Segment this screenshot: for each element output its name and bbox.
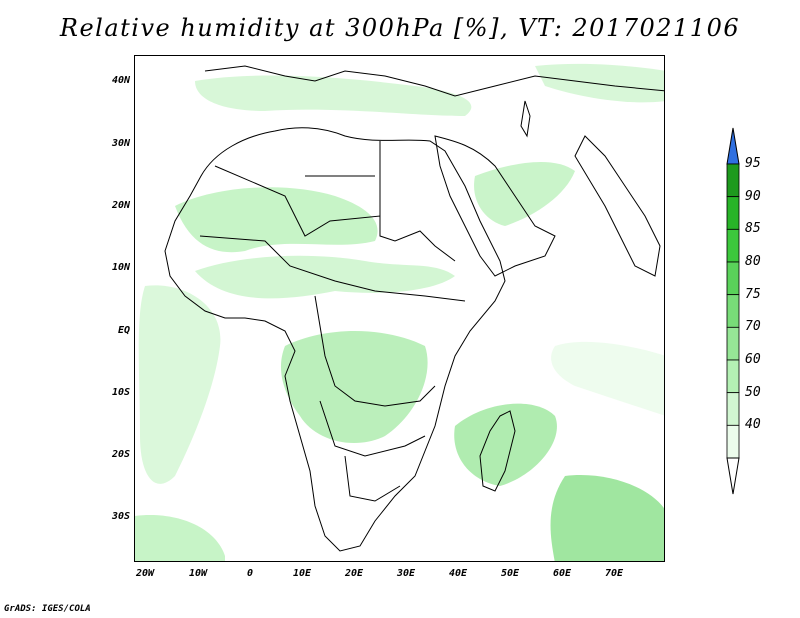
x-tick-label: 10E bbox=[292, 568, 312, 579]
y-tick-label: 30S bbox=[111, 511, 130, 522]
x-tick-label: 70E bbox=[604, 568, 624, 579]
humid-south-ocean bbox=[550, 475, 664, 561]
colorbar bbox=[726, 127, 740, 495]
humid-sahel bbox=[195, 255, 455, 299]
border-5 bbox=[344, 455, 401, 502]
colorbar-segment bbox=[726, 392, 740, 426]
colorbar-segment bbox=[726, 359, 740, 394]
europe bbox=[204, 65, 664, 97]
humid-atlantic bbox=[138, 285, 221, 484]
colorbar-segment bbox=[726, 326, 740, 361]
colorbar-segment bbox=[726, 196, 740, 230]
border-2 bbox=[199, 235, 466, 302]
y-tick-label: 20N bbox=[111, 200, 130, 211]
colorbar-level-label: 80 bbox=[745, 254, 761, 269]
colorbar-segment bbox=[726, 163, 740, 198]
border-1 bbox=[214, 165, 456, 262]
y-tick-label: EQ bbox=[117, 325, 130, 336]
colorbar-segment bbox=[726, 294, 740, 328]
colorbar-level-label: 85 bbox=[745, 221, 761, 237]
x-tick-label: 40E bbox=[448, 568, 468, 579]
humidity-shading bbox=[135, 63, 664, 561]
colorbar-segment bbox=[726, 261, 740, 296]
map-title: Relative humidity at 300hPa [%], VT: 201… bbox=[59, 14, 741, 42]
arabia bbox=[434, 135, 556, 277]
colorbar-level-label: 70 bbox=[745, 319, 761, 335]
colorbar-segment bbox=[726, 424, 740, 459]
africa-coast bbox=[164, 127, 506, 552]
x-tick-label: 20E bbox=[344, 568, 364, 579]
colorbar-level-label: 90 bbox=[745, 188, 761, 204]
y-tick-label: 30N bbox=[111, 138, 130, 149]
humid-indian bbox=[551, 341, 664, 416]
madagascar bbox=[479, 410, 516, 492]
humid-madagascar bbox=[454, 403, 557, 486]
colorbar-level-label: 60 bbox=[745, 352, 761, 367]
x-tick-label: 0 bbox=[246, 568, 254, 579]
colorbar-under-triangle bbox=[726, 457, 740, 495]
border-3 bbox=[314, 295, 436, 407]
map-plot-area bbox=[134, 55, 665, 562]
x-tick-label: 10W bbox=[188, 568, 208, 579]
colorbar-over-triangle bbox=[726, 127, 740, 165]
x-tick-label: 20W bbox=[135, 568, 155, 579]
x-tick-label: 50E bbox=[500, 568, 520, 579]
humid-med bbox=[195, 75, 472, 116]
humid-arabia bbox=[474, 161, 575, 226]
humid-north-africa bbox=[175, 187, 378, 253]
humidity-map bbox=[135, 63, 664, 561]
colorbar-segment bbox=[726, 228, 740, 263]
colorbar-level-label: 95 bbox=[745, 156, 761, 171]
india bbox=[574, 135, 661, 277]
x-tick-label: 60E bbox=[552, 568, 572, 579]
colorbar-level-label: 50 bbox=[745, 384, 761, 400]
colorbar-level-label: 75 bbox=[745, 286, 761, 302]
colorbar-level-label: 40 bbox=[745, 417, 761, 433]
caspian bbox=[520, 100, 531, 138]
x-tick-label: 30E bbox=[396, 568, 416, 579]
humid-congo bbox=[280, 331, 428, 444]
border-4 bbox=[319, 400, 426, 457]
y-tick-label: 20S bbox=[111, 449, 130, 460]
coastlines bbox=[164, 65, 664, 552]
humid-sw bbox=[135, 515, 225, 561]
y-tick-label: 10S bbox=[111, 387, 130, 398]
humid-central-asia bbox=[535, 63, 664, 103]
credit-text: GrADS: IGES/COLA bbox=[4, 604, 91, 614]
y-tick-label: 40N bbox=[111, 75, 130, 86]
y-tick-label: 10N bbox=[111, 262, 130, 273]
